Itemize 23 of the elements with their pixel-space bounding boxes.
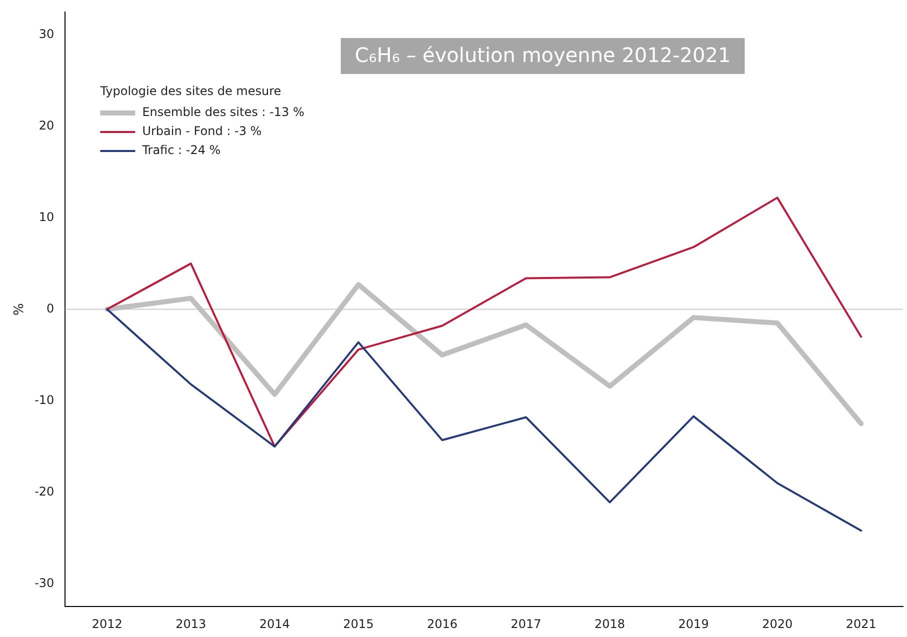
x-tick-label: 2016 [426,616,458,631]
legend-label: Ensemble des sites : -13 % [142,105,304,120]
y-tick-label: -10 [34,392,54,407]
y-tick-label: -30 [34,576,54,590]
y-tick-label: 30 [38,26,54,41]
x-tick-label: 2019 [678,616,709,631]
legend-label: Urbain - Fond : -3 % [142,124,262,138]
y-tick-label: -20 [34,484,54,498]
legend-title: Typologie des sites de mesure [99,84,282,98]
legend-label: Trafic : -24 % [141,143,221,158]
y-tick-label: 0 [46,301,54,316]
x-tick-label: 2014 [259,616,290,631]
y-tick-label: 20 [38,118,54,132]
x-tick-label: 2021 [846,616,876,631]
x-tick-label: 2013 [176,616,206,631]
x-tick-label: 2020 [762,616,793,631]
x-tick-label: 2017 [510,616,542,631]
y-tick-label: 10 [38,210,54,224]
x-tick-label: 2018 [594,616,626,631]
x-tick-label: 2015 [343,616,374,631]
y-axis-title: % [12,303,28,316]
text: C₆H₆ – évolution moyenne 2012-2021 [354,43,731,68]
x-tick-label: 2012 [92,616,122,631]
